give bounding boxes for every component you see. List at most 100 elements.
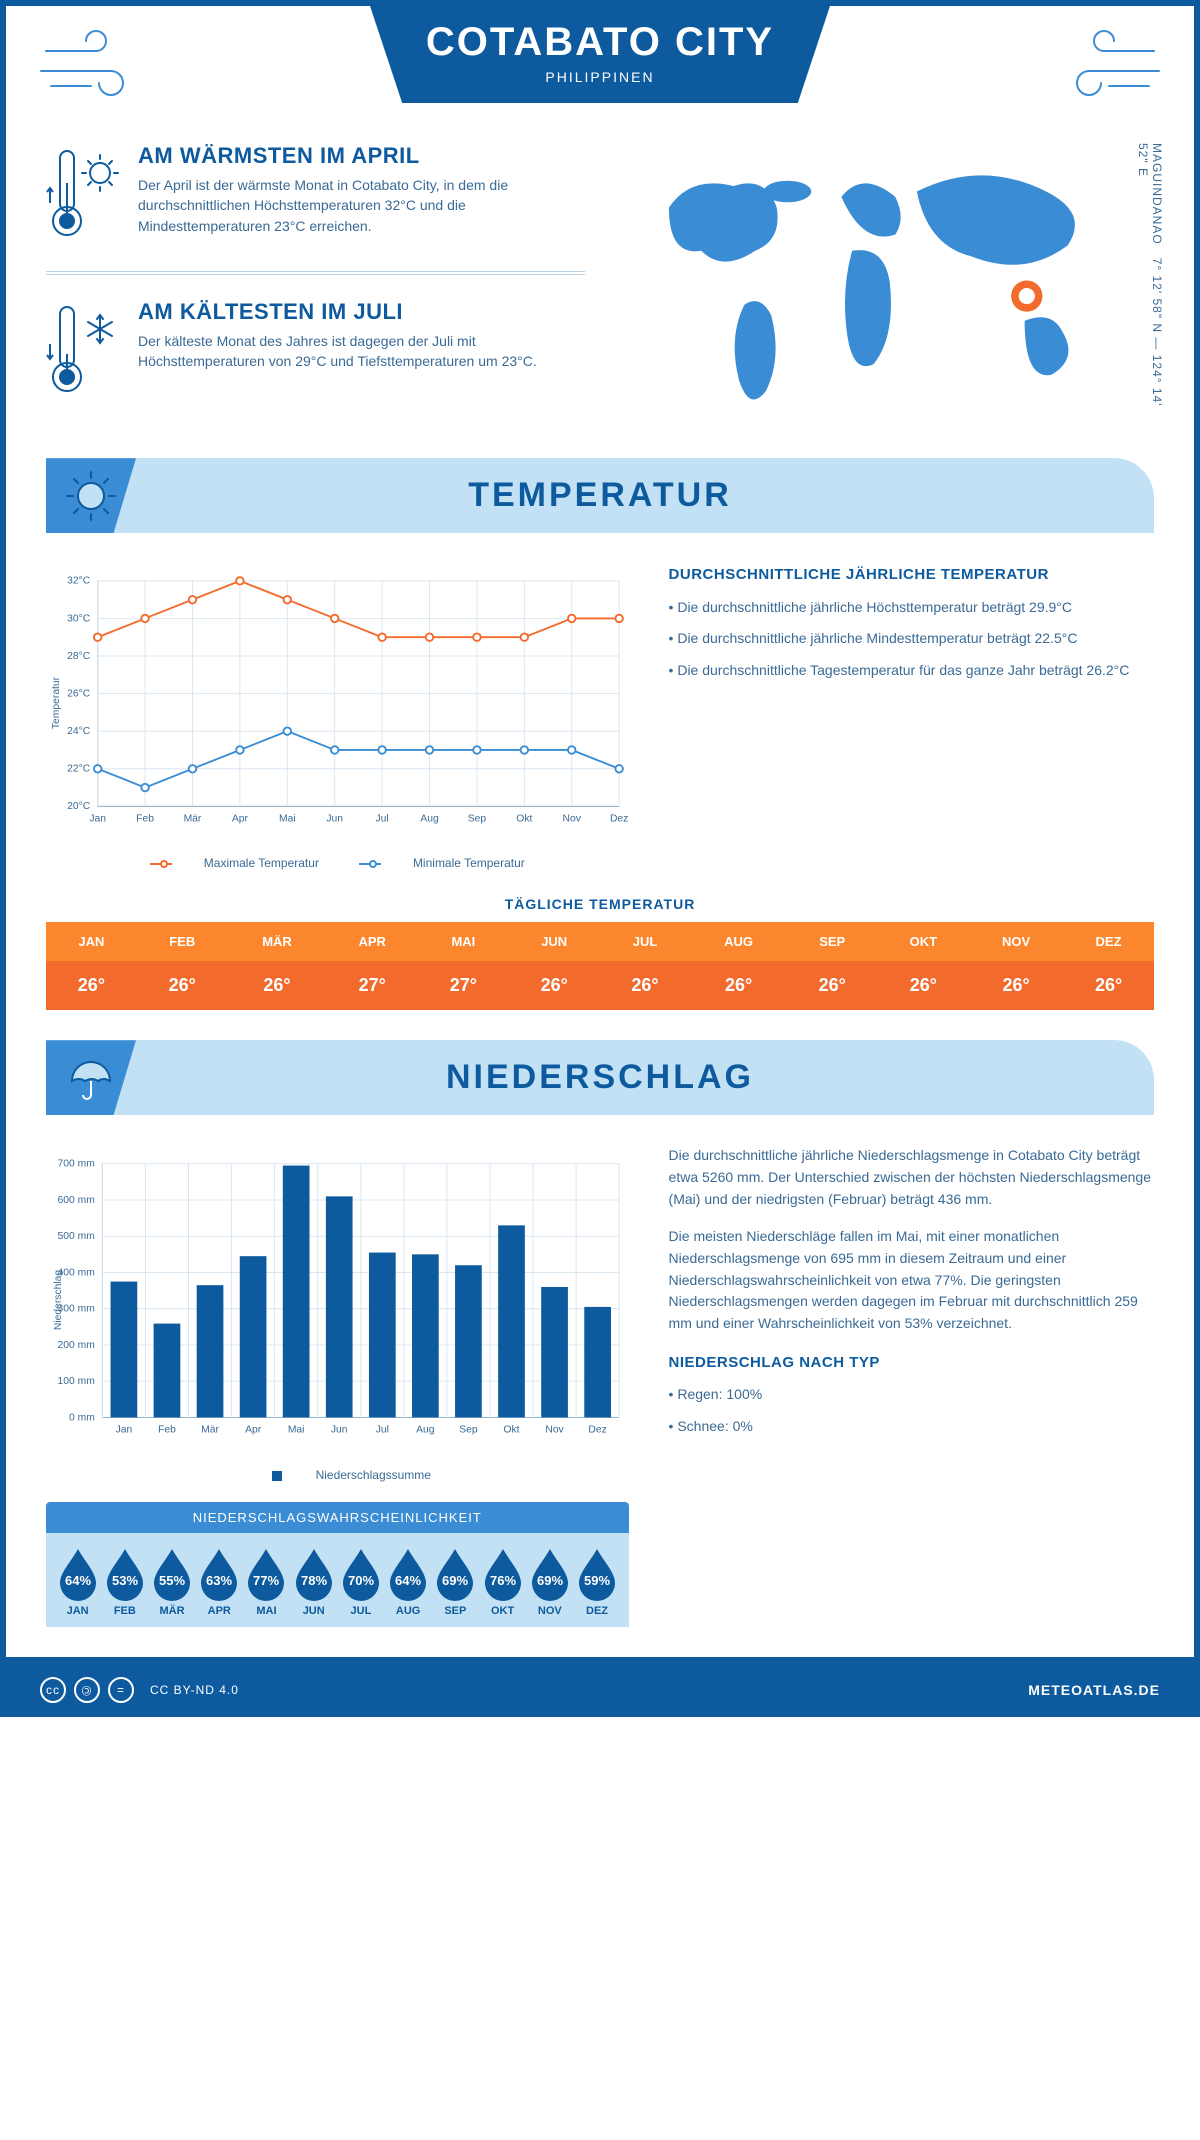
precip-type-bullet: • Regen: 100%	[669, 1384, 1154, 1406]
svg-text:64%: 64%	[395, 1573, 421, 1588]
svg-text:Temperatur: Temperatur	[51, 677, 62, 730]
svg-text:26°C: 26°C	[67, 689, 91, 700]
svg-text:Dez: Dez	[610, 814, 628, 825]
svg-text:Sep: Sep	[459, 1425, 478, 1436]
svg-text:32°C: 32°C	[67, 576, 91, 587]
daily-value-cell: 26°	[137, 961, 228, 1010]
daily-value-cell: 26°	[509, 961, 600, 1010]
daily-head-cell: JAN	[46, 922, 137, 961]
daily-head-cell: NOV	[969, 922, 1063, 961]
svg-text:Feb: Feb	[158, 1425, 176, 1436]
svg-text:Sep: Sep	[468, 814, 487, 825]
daily-head-cell: DEZ	[1063, 922, 1154, 961]
precip-drop: 70%JUL	[337, 1547, 384, 1617]
title-banner: COTABATO CITY PHILIPPINEN	[370, 6, 830, 103]
svg-text:Mär: Mär	[184, 814, 202, 825]
section-title-precipitation: NIEDERSCHLAG	[46, 1058, 1154, 1097]
svg-text:28°C: 28°C	[67, 651, 91, 662]
wind-icon	[36, 26, 156, 106]
svg-text:Aug: Aug	[420, 814, 439, 825]
svg-text:Jun: Jun	[326, 814, 343, 825]
svg-text:69%: 69%	[537, 1573, 563, 1588]
precip-paragraph: Die durchschnittliche jährliche Niedersc…	[669, 1145, 1154, 1210]
precip-drop: 69%SEP	[432, 1547, 479, 1617]
license-text: CC BY-ND 4.0	[150, 1677, 239, 1703]
svg-text:70%: 70%	[348, 1573, 374, 1588]
sun-icon	[63, 468, 119, 524]
section-head-precipitation: NIEDERSCHLAG	[46, 1040, 1154, 1115]
svg-text:77%: 77%	[253, 1573, 279, 1588]
svg-text:Nov: Nov	[563, 814, 582, 825]
fact-coldest: AM KÄLTESTEN IM JULI Der kälteste Monat …	[46, 299, 585, 399]
svg-text:Jun: Jun	[331, 1425, 348, 1436]
svg-text:20°C: 20°C	[67, 801, 91, 812]
thermometer-sun-icon	[46, 143, 120, 243]
precip-probability-panel: NIEDERSCHLAGSWAHRSCHEINLICHKEIT 64%JAN53…	[46, 1502, 629, 1627]
page-subtitle: PHILIPPINEN	[370, 69, 830, 85]
svg-text:24°C: 24°C	[67, 726, 91, 737]
fact-coldest-text: Der kälteste Monat des Jahres ist dagege…	[138, 331, 585, 372]
svg-text:700 mm: 700 mm	[58, 1159, 95, 1170]
coordinates: MAGUINDANAO 7° 12' 58" N — 124° 14' 52" …	[1136, 143, 1164, 428]
svg-text:200 mm: 200 mm	[58, 1340, 95, 1351]
svg-text:Mär: Mär	[201, 1425, 219, 1436]
world-map	[615, 143, 1154, 423]
svg-text:Aug: Aug	[416, 1425, 435, 1436]
svg-text:Jan: Jan	[89, 814, 106, 825]
precip-drop: 77%MAI	[243, 1547, 290, 1617]
divider	[46, 271, 585, 275]
daily-temp-table: JANFEBMÄRAPRMAIJUNJULAUGSEPOKTNOVDEZ 26°…	[46, 922, 1154, 1010]
precip-by-type-heading: NIEDERSCHLAG NACH TYP	[669, 1351, 1154, 1374]
fact-warmest-title: AM WÄRMSTEN IM APRIL	[138, 143, 585, 169]
svg-text:Jul: Jul	[376, 814, 389, 825]
svg-text:Apr: Apr	[245, 1425, 262, 1436]
temp-bullet: • Die durchschnittliche Tagestemperatur …	[669, 660, 1154, 682]
daily-head-cell: MÄR	[228, 922, 327, 961]
site-name: METEOATLAS.DE	[1028, 1682, 1160, 1698]
fact-warmest-text: Der April ist der wärmste Monat in Cotab…	[138, 175, 585, 236]
svg-text:Okt: Okt	[516, 814, 532, 825]
daily-value-cell: 26°	[228, 961, 327, 1010]
precipitation-bar-chart: 0 mm100 mm200 mm300 mm400 mm500 mm600 mm…	[46, 1145, 629, 1455]
svg-text:Dez: Dez	[588, 1425, 606, 1436]
svg-text:Niederschlag: Niederschlag	[53, 1270, 64, 1331]
precip-chart-legend: Niederschlagssumme	[46, 1468, 629, 1482]
nd-icon: =	[108, 1677, 134, 1703]
svg-text:76%: 76%	[490, 1573, 516, 1588]
daily-value-cell: 26°	[690, 961, 786, 1010]
svg-text:Feb: Feb	[136, 814, 154, 825]
precip-drop: 64%AUG	[385, 1547, 432, 1617]
thermometer-snow-icon	[46, 299, 120, 399]
precip-drop: 69%NOV	[526, 1547, 573, 1617]
precip-drop: 63%APR	[196, 1547, 243, 1617]
daily-head-cell: JUN	[509, 922, 600, 961]
daily-value-cell: 26°	[878, 961, 970, 1010]
svg-text:53%: 53%	[112, 1573, 138, 1588]
svg-text:64%: 64%	[65, 1573, 91, 1588]
svg-text:500 mm: 500 mm	[58, 1231, 95, 1242]
svg-text:Mai: Mai	[288, 1425, 305, 1436]
daily-temp-title: TÄGLICHE TEMPERATUR	[46, 896, 1154, 912]
temp-bullet: • Die durchschnittliche jährliche Mindes…	[669, 628, 1154, 650]
footer: cc 🄯 = CC BY-ND 4.0 METEOATLAS.DE	[0, 1663, 1200, 1717]
precip-drop: 64%JAN	[54, 1547, 101, 1617]
temperature-line-chart: 20°C22°C24°C26°C28°C30°C32°CJanFebMärApr…	[46, 563, 629, 843]
temp-bullet: • Die durchschnittliche jährliche Höchst…	[669, 597, 1154, 619]
precip-drop: 59%DEZ	[573, 1547, 620, 1617]
daily-head-cell: FEB	[137, 922, 228, 961]
fact-coldest-title: AM KÄLTESTEN IM JULI	[138, 299, 585, 325]
cc-icon: cc	[40, 1677, 66, 1703]
svg-text:Jan: Jan	[116, 1425, 133, 1436]
svg-text:Jul: Jul	[376, 1425, 389, 1436]
svg-text:30°C: 30°C	[67, 614, 91, 625]
svg-text:Okt: Okt	[503, 1425, 519, 1436]
section-title-temperature: TEMPERATUR	[46, 476, 1154, 515]
svg-text:69%: 69%	[442, 1573, 468, 1588]
precip-drop: 53%FEB	[101, 1547, 148, 1617]
daily-head-cell: MAI	[418, 922, 509, 961]
svg-text:63%: 63%	[206, 1573, 232, 1588]
daily-value-cell: 27°	[418, 961, 509, 1010]
page-title: COTABATO CITY	[370, 20, 830, 65]
daily-head-cell: OKT	[878, 922, 970, 961]
daily-head-cell: SEP	[787, 922, 878, 961]
